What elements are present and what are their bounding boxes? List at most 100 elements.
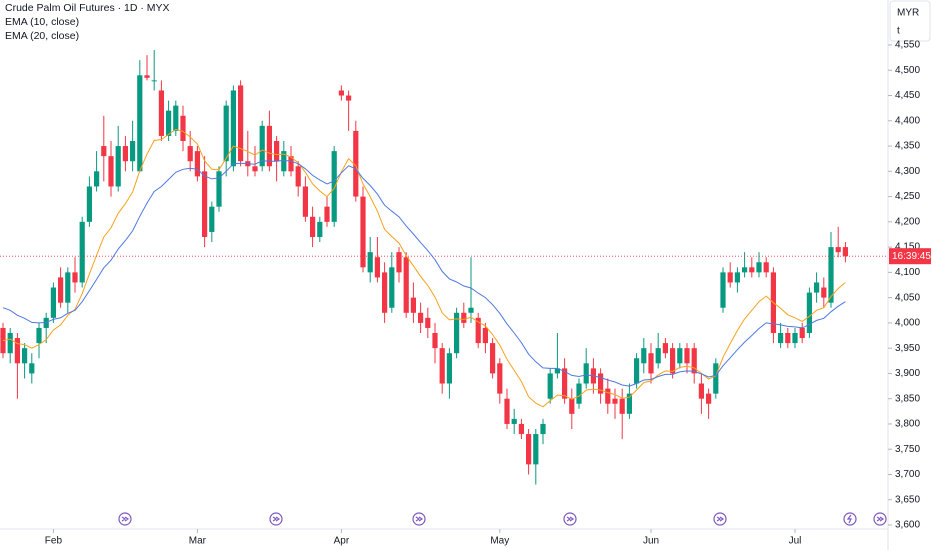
candle-body <box>29 363 35 374</box>
event-icon[interactable] <box>563 512 577 526</box>
candle-body <box>533 434 539 465</box>
candle-body <box>497 363 503 394</box>
y-tick-label: 3,950 <box>895 343 920 354</box>
event-glyphs <box>121 514 885 524</box>
candle-body <box>742 267 748 273</box>
candle-body <box>698 383 704 399</box>
x-tick-label: Jun <box>643 536 659 547</box>
y-tick-label: 4,150 <box>895 242 920 253</box>
currency-box[interactable] <box>889 0 931 42</box>
candle-body <box>482 327 488 344</box>
candle-body <box>418 312 424 323</box>
candle-body <box>353 130 359 197</box>
candle-body <box>490 343 496 374</box>
candle-body <box>396 252 402 273</box>
candle-body <box>58 277 64 303</box>
candle-body <box>554 368 560 374</box>
candle-body <box>475 317 481 344</box>
candle-body <box>828 247 834 303</box>
candle-body <box>101 146 107 157</box>
candle-body <box>288 156 294 172</box>
event-icon[interactable] <box>843 512 857 526</box>
y-tick-label: 4,400 <box>895 115 920 126</box>
candle-body <box>360 196 366 268</box>
y-tick-label: 4,500 <box>895 65 920 76</box>
candle-body <box>504 398 510 424</box>
candle-body <box>22 348 28 364</box>
candle-body <box>785 333 791 344</box>
y-tick-label: 3,650 <box>895 494 920 505</box>
candle-body <box>194 151 200 177</box>
candle-body <box>540 423 546 435</box>
ema-line <box>2 128 846 408</box>
y-tick-label: 4,200 <box>895 216 920 227</box>
candle-body <box>130 141 136 162</box>
candle-body <box>792 333 798 344</box>
candle-body <box>691 348 697 374</box>
candle-body <box>374 257 380 278</box>
x-tick-label: Apr <box>334 536 350 547</box>
candle-body <box>562 368 568 399</box>
candle-body <box>122 146 128 162</box>
candle-body <box>259 125 265 167</box>
x-tick-label: Feb <box>45 536 63 547</box>
candle-body <box>108 156 114 187</box>
candle-body <box>403 257 409 313</box>
x-tick-label: Jul <box>789 536 802 547</box>
event-icon[interactable] <box>118 512 132 526</box>
candle-body <box>778 333 784 344</box>
candle-body <box>216 171 222 207</box>
candle-body <box>662 343 668 354</box>
candle-body <box>382 272 388 313</box>
y-tick-label: 4,050 <box>895 292 920 303</box>
candle-body <box>641 348 647 364</box>
candle-body <box>230 90 236 167</box>
candle-body <box>223 105 229 162</box>
candle-body <box>806 292 812 333</box>
unit: t <box>897 26 900 37</box>
candle-body <box>619 398 625 414</box>
y-tick-label: 4,300 <box>895 166 920 177</box>
candle-body <box>713 363 719 394</box>
candle-body <box>598 373 604 394</box>
candle-body <box>511 418 517 424</box>
candle-body <box>720 272 726 308</box>
candle-body <box>94 171 100 187</box>
candle-body <box>115 146 121 187</box>
candle-body <box>569 398 575 414</box>
candle-body <box>655 348 661 364</box>
y-tick-label: 3,900 <box>895 368 920 379</box>
candle-body <box>346 95 352 101</box>
candle-body <box>677 348 683 364</box>
candle-body <box>209 206 215 232</box>
candle-body <box>367 252 373 273</box>
candle-body <box>842 247 848 257</box>
candle-body <box>835 247 841 253</box>
candle-body <box>605 388 611 404</box>
countdown: 16:39:45 <box>892 251 931 262</box>
candle-body <box>814 282 820 293</box>
currency: MYR <box>897 8 919 19</box>
y-tick-label: 3,700 <box>895 469 920 480</box>
chart-title: Crude Palm Oil Futures · 1D · MYX <box>5 2 170 14</box>
candle-body <box>302 186 308 217</box>
candle-body <box>151 80 157 82</box>
candle-body <box>266 125 272 167</box>
candle-body <box>202 171 208 237</box>
candle-body <box>425 317 431 328</box>
candle-body <box>749 267 755 273</box>
candle-body <box>252 166 258 172</box>
event-icon[interactable] <box>873 512 887 526</box>
candle-body <box>432 333 438 349</box>
candle-body <box>389 267 395 308</box>
event-icon[interactable] <box>713 512 727 526</box>
last-price-box <box>889 248 931 265</box>
event-icon[interactable] <box>412 512 426 526</box>
candle-body <box>763 262 769 273</box>
y-tick-label: 4,250 <box>895 191 920 202</box>
event-icon[interactable] <box>269 512 283 526</box>
candle-body <box>331 151 337 222</box>
candle-body <box>137 75 143 172</box>
candle-body <box>86 186 92 222</box>
